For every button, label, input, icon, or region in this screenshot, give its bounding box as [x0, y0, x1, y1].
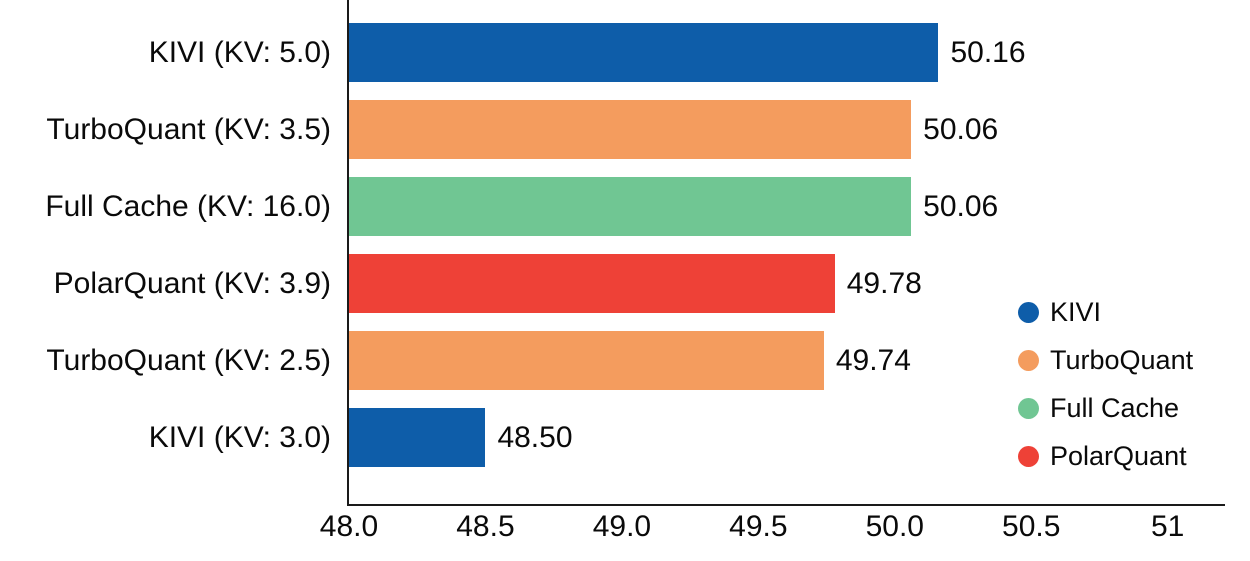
category-label: KIVI (KV: 5.0) [148, 35, 331, 69]
legend: KIVI TurboQuant Full Cache PolarQuant [1018, 288, 1193, 480]
category-label: TurboQuant (KV: 2.5) [46, 343, 331, 377]
bar [349, 331, 824, 391]
bar [349, 177, 912, 237]
legend-swatch-dot [1018, 397, 1039, 419]
category-label: KIVI (KV: 3.0) [148, 420, 331, 454]
bar [349, 100, 912, 160]
x-axis-tick-labels: 48.0 48.5 49.0 49.5 50.0 50.5 51 [320, 510, 1225, 552]
bar [349, 23, 939, 83]
legend-item: KIVI [1018, 288, 1193, 336]
x-tick-label: 48.0 [319, 510, 379, 543]
legend-swatch-dot [1018, 445, 1039, 467]
value-label: 50.06 [923, 189, 999, 223]
x-tick-label: 50.5 [1002, 510, 1061, 543]
category-label: PolarQuant (KV: 3.9) [53, 266, 331, 300]
y-axis-category-labels: KIVI (KV: 5.0) TurboQuant (KV: 3.5) Full C… [0, 0, 331, 504]
x-tick-label: 49.0 [592, 510, 652, 543]
value-label: 50.16 [950, 35, 1026, 69]
legend-label: Full Cache [1050, 392, 1180, 423]
legend-label: KIVI [1050, 296, 1102, 327]
x-tick-label: 50.0 [865, 510, 924, 543]
plot-area: 50.16 50.06 50.06 49.78 49.74 48.50 [347, 0, 1225, 506]
category-label: TurboQuant (KV: 3.5) [46, 112, 331, 146]
value-label: 50.06 [923, 112, 999, 146]
category-label: Full Cache (KV: 16.0) [45, 189, 331, 223]
legend-item: Full Cache [1018, 384, 1193, 432]
value-label: 49.78 [846, 266, 922, 300]
x-tick-label: 49.5 [729, 510, 788, 543]
bar [349, 254, 835, 314]
value-label: 49.74 [835, 343, 911, 377]
x-tick-label: 48.5 [456, 510, 515, 543]
legend-swatch-dot [1018, 301, 1039, 323]
legend-swatch-dot [1018, 349, 1039, 371]
legend-item: PolarQuant [1018, 432, 1193, 480]
legend-item: TurboQuant [1018, 336, 1193, 384]
legend-label: TurboQuant [1050, 344, 1194, 375]
bar [349, 408, 486, 468]
legend-label: PolarQuant [1050, 440, 1187, 471]
value-label: 48.50 [497, 420, 573, 454]
x-tick-label: 51 [1151, 510, 1185, 543]
